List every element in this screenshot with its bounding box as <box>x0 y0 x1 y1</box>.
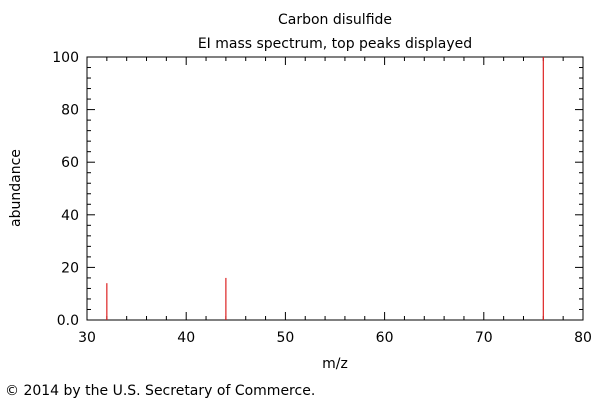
x-tick-label: 40 <box>177 330 195 346</box>
y-minor-ticks <box>87 67 583 310</box>
x-tick-label: 50 <box>276 330 294 346</box>
y-tick-label: 0.0 <box>57 313 79 329</box>
y-tick-label: 60 <box>61 155 79 171</box>
x-tick-label: 30 <box>78 330 96 346</box>
x-axis-label: m/z <box>322 356 348 372</box>
y-tick-label: 100 <box>52 50 79 66</box>
y-tick-label: 20 <box>61 260 79 276</box>
y-tick-label: 40 <box>61 208 79 224</box>
plot-area-frame <box>86 56 584 321</box>
x-axis-ticks: 30 40 50 60 70 80 <box>78 57 592 346</box>
peak-series <box>106 57 544 320</box>
y-axis-label: abundance <box>8 149 24 227</box>
y-axis-ticks: 0.0 20 40 60 80 100 <box>52 50 583 329</box>
copyright-text: © 2014 by the U.S. Secretary of Commerce… <box>5 383 315 399</box>
x-tick-label: 80 <box>574 330 592 346</box>
x-tick-label: 60 <box>376 330 394 346</box>
x-minor-ticks <box>106 57 564 320</box>
y-tick-label: 80 <box>61 103 79 119</box>
x-tick-label: 70 <box>475 330 493 346</box>
chart-subtitle: EI mass spectrum, top peaks displayed <box>198 36 472 52</box>
chart-title: Carbon disulfide <box>278 12 392 28</box>
